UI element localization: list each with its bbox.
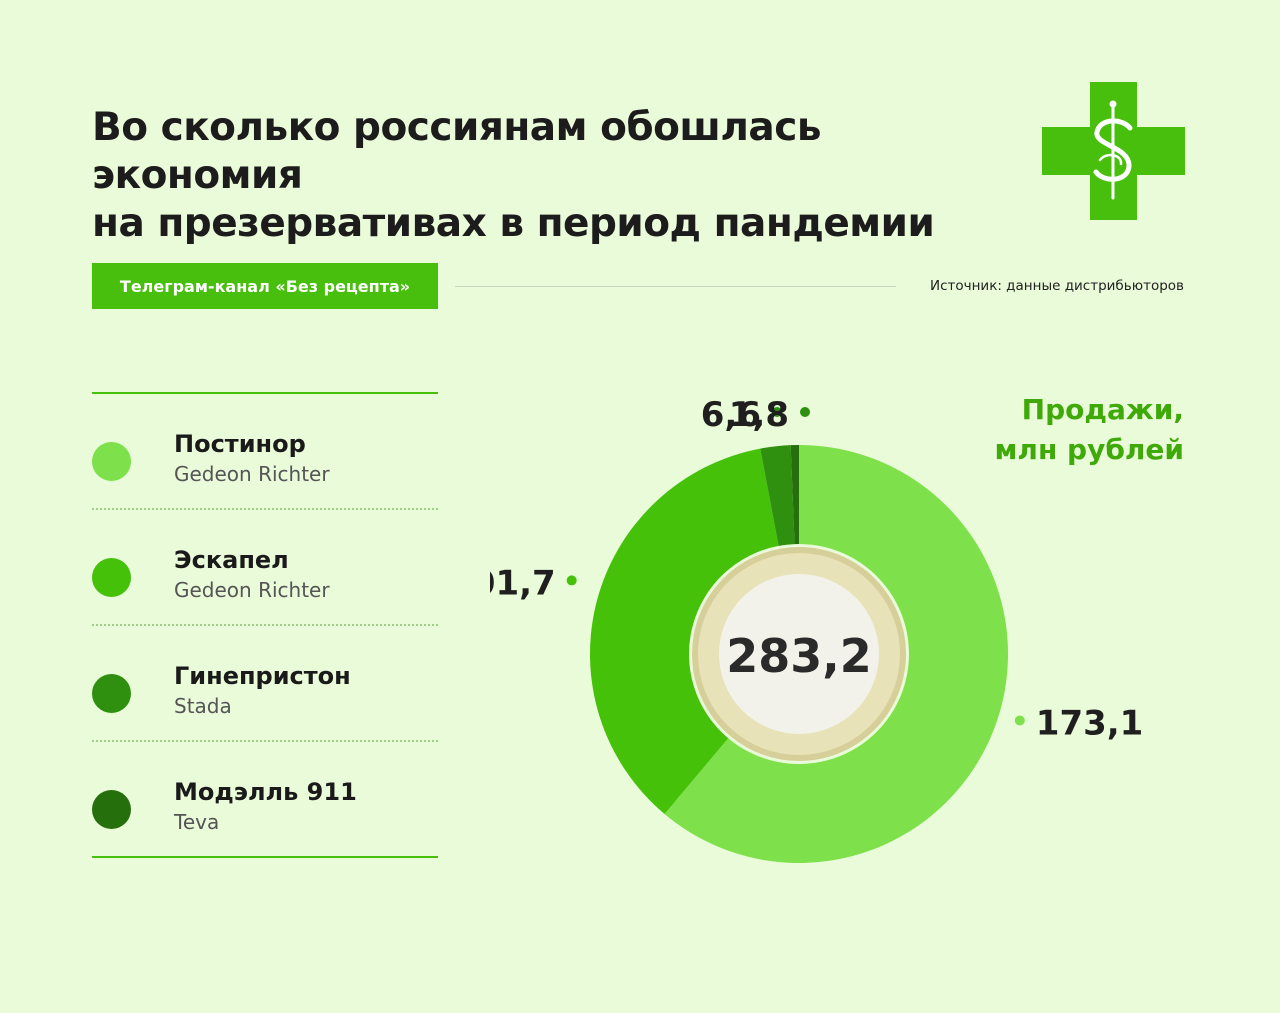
label-dot-1 [1014,715,1025,726]
donut-total: 283,2 [726,629,872,683]
center-disc [719,574,879,734]
title-line-2: на презервативах в период пандемии [92,201,935,246]
unit-line-2: млн рублей [994,433,1184,466]
donut-svg: 283,2 173,1 101,7 6,61,8 [490,395,1144,863]
label-dot-3 [772,407,782,417]
channel-badge: Телеграм-канал «Без рецепта» [92,263,438,309]
legend-name: Эскапел [174,546,289,574]
donut-slice-4 [790,445,799,545]
donut-slice-1 [664,445,1008,863]
legend-maker: Stada [174,694,232,718]
legend-swatch [92,442,131,481]
chart-unit-label: Продажи, млн рублей [995,390,1184,470]
divider-line [455,286,896,287]
value-label-4: 1,8 [729,395,789,435]
legend: Постинор Gedeon Richter Эскапел Gedeon R… [92,392,438,858]
value-label-1: 173,1 [1036,703,1144,743]
pharmacy-cross-dollar-icon [1042,82,1185,220]
legend-name: Гинепристон [174,662,351,690]
legend-swatch [92,558,131,597]
legend-swatch [92,790,131,829]
legend-maker: Gedeon Richter [174,462,330,486]
page-title: Во сколько россиянам обошлась экономия н… [92,104,1022,248]
title-line-1: Во сколько россиянам обошлась экономия [92,105,821,198]
legend-name: Модэлль 911 [174,778,357,806]
source-note: Источник: данные дистрибьюторов [929,278,1184,294]
legend-swatch [92,674,131,713]
legend-top-rule [92,392,438,394]
legend-item-postinor: Постинор Gedeon Richter [92,394,438,508]
donut-slice-3 [760,445,795,546]
legend-bottom-rule [92,856,438,858]
unit-line-1: Продажи, [1021,393,1184,426]
legend-name: Постинор [174,430,306,458]
legend-item-modell: Модэлль 911 Teva [92,740,438,856]
sales-donut-chart: 283,2 173,1 101,7 6,61,8 Продажи, млн рубле… [490,370,1210,890]
legend-maker: Gedeon Richter [174,578,330,602]
legend-item-eskapel: Эскапел Gedeon Richter [92,508,438,624]
donut-slice-2 [590,448,779,815]
label-dot-4 [800,407,810,417]
label-dot-2 [566,575,577,586]
value-label-2: 101,7 [490,563,556,603]
legend-maker: Teva [174,810,220,834]
legend-item-ginepriston: Гинепристон Stada [92,624,438,740]
value-label-3: 6,6 [701,395,761,435]
